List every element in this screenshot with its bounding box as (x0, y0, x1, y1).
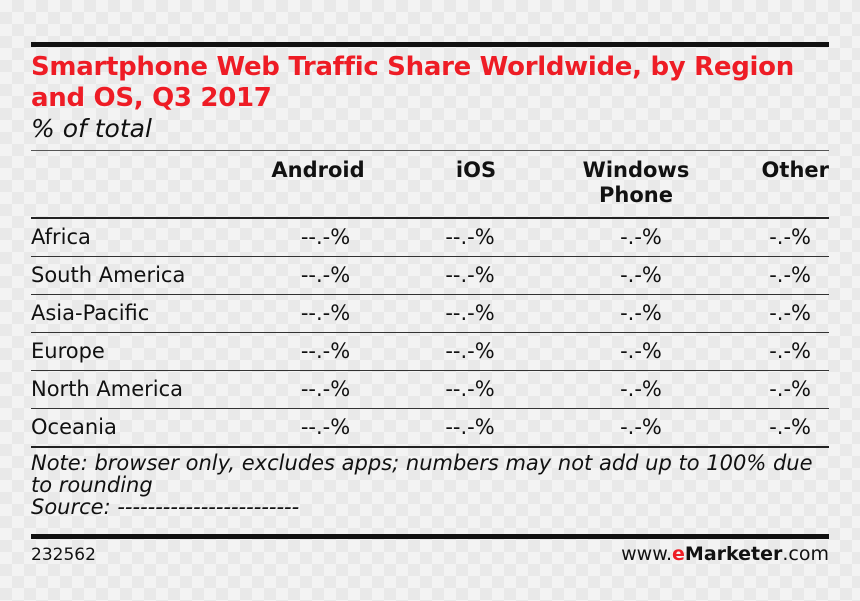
cell-other: -.-% (769, 377, 811, 401)
table-row: Asia-Pacific --.-% --.-% -.-% -.-% (31, 295, 829, 333)
table-row: Oceania --.-% --.-% -.-% -.-% (31, 409, 829, 446)
cell-windows-phone: -.-% (620, 263, 662, 287)
region-label: Asia-Pacific (31, 301, 150, 325)
cell-windows-phone: -.-% (620, 415, 662, 439)
cell-ios: --.-% (445, 377, 495, 401)
table-row: North America --.-% --.-% -.-% -.-% (31, 371, 829, 409)
cell-android: --.-% (300, 263, 351, 287)
footer-rule (31, 534, 829, 539)
column-header-android: Android (271, 158, 365, 182)
cell-other: -.-% (769, 263, 811, 287)
cell-ios: --.-% (445, 415, 495, 439)
table-header-row: Android iOS Windows Phone Other (31, 151, 829, 217)
column-header-other: Other (761, 158, 829, 182)
table-row: Europe --.-% --.-% -.-% -.-% (31, 333, 829, 371)
cell-ios: --.-% (445, 339, 495, 363)
region-label: Oceania (31, 415, 117, 439)
cell-ios: --.-% (445, 225, 495, 249)
cell-android: --.-% (300, 415, 351, 439)
chart-card: Smartphone Web Traffic Share Worldwide, … (31, 42, 829, 518)
brand-name: Marketer (684, 543, 783, 565)
cell-android: --.-% (300, 301, 351, 325)
cell-ios: --.-% (445, 263, 495, 287)
table-top-rule (31, 217, 829, 219)
cell-other: -.-% (769, 225, 811, 249)
cell-android: --.-% (300, 225, 351, 249)
cell-other: -.-% (769, 301, 811, 325)
note-text: Note: browser only, excludes apps; numbe… (31, 451, 813, 497)
brand-suffix: .com (782, 543, 829, 565)
brand-link[interactable]: www.eMarketer.com (621, 543, 829, 565)
table-bottom-rule (31, 446, 829, 448)
cell-ios: --.-% (445, 301, 495, 325)
region-label: Africa (31, 225, 91, 249)
cell-android: --.-% (300, 377, 351, 401)
cell-windows-phone: -.-% (620, 225, 662, 249)
notes-block: Note: browser only, excludes apps; numbe… (31, 452, 829, 518)
cell-other: -.-% (769, 339, 811, 363)
table-row: South America --.-% --.-% -.-% -.-% (31, 257, 829, 295)
table-body: Africa --.-% --.-% -.-% -.-% South America --.… (31, 219, 829, 446)
header-rule (31, 150, 829, 151)
cell-windows-phone: -.-% (620, 377, 662, 401)
chart-id: 232562 (31, 545, 96, 565)
region-label: North America (31, 377, 184, 401)
region-label: Europe (31, 339, 105, 363)
brand-e: e (672, 543, 685, 565)
chart-title: Smartphone Web Traffic Share Worldwide, … (31, 52, 794, 113)
column-header-windows-phone: Windows Phone (582, 158, 690, 207)
brand-prefix: www. (621, 543, 673, 565)
top-rule (31, 42, 829, 47)
cell-android: --.-% (300, 339, 351, 363)
source-text: Source: ------------------------ (31, 495, 300, 519)
table-row: Africa --.-% --.-% -.-% -.-% (31, 219, 829, 257)
cell-windows-phone: -.-% (620, 339, 662, 363)
region-label: South America (31, 263, 186, 287)
column-header-ios: iOS (455, 158, 497, 182)
cell-other: -.-% (769, 415, 811, 439)
chart-subtitle: % of total (31, 114, 152, 143)
cell-windows-phone: -.-% (620, 301, 662, 325)
